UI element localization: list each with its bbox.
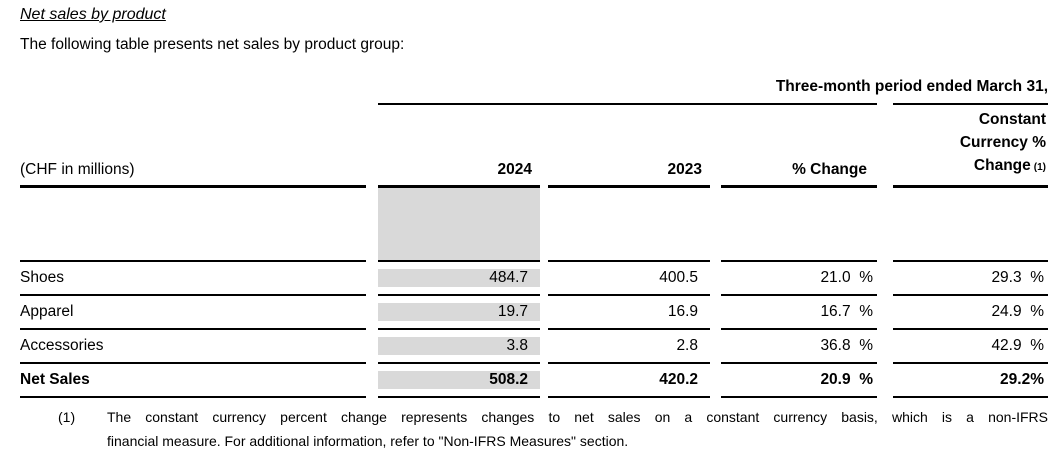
value-2024: 3.8: [378, 337, 540, 355]
footnote-1: (1) The constant currency percent change…: [58, 406, 1048, 453]
value-2023: 400.5: [659, 269, 698, 286]
value-pct-change: 16.7 %: [820, 303, 873, 320]
footnote-marker: (1): [58, 409, 76, 425]
footnote-text-line2: financial measure. For additional inform…: [107, 432, 629, 449]
col-header-pct-change: % Change: [792, 161, 867, 178]
value-2024: 19.7: [378, 303, 540, 321]
value-pct-change: 20.9 %: [820, 371, 873, 388]
table-row-apparel: Apparel 19.7 16.9 16.7 % 24.9 %: [20, 296, 1048, 328]
intro-text: The following table presents net sales b…: [20, 36, 405, 53]
table-row-accessories: Accessories 3.8 2.8 36.8 % 42.9 %: [20, 330, 1048, 362]
cc-header-line3: Change (1): [973, 157, 1046, 174]
footnote-text-line1: The constant currency percent change rep…: [107, 409, 1048, 425]
value-cc-change: 29.3 %: [991, 269, 1044, 286]
value-2023: 16.9: [667, 303, 698, 320]
row-divider: [20, 396, 1048, 398]
value-2024: 484.7: [378, 269, 540, 287]
table-row-net-sales-total: Net Sales 508.2 420.2 20.9 % 29.2%: [20, 364, 1048, 396]
value-cc-change: 29.2%: [1000, 371, 1044, 388]
spanner-rule-left-segment: [378, 103, 877, 105]
row-divider: [20, 362, 1048, 364]
cc-header-line2: Currency %: [959, 134, 1046, 151]
spanner-header-row: Three-month period ended March 31,: [20, 65, 1048, 103]
row-label: Net Sales: [20, 371, 90, 388]
section-title: Net sales by product: [20, 6, 166, 23]
shaded-2024-column-band: [378, 188, 540, 260]
row-label: Apparel: [20, 303, 74, 320]
value-cc-change: 42.9 %: [991, 337, 1044, 354]
value-cc-change: 24.9 %: [991, 303, 1044, 320]
row-divider: [20, 294, 1048, 296]
value-pct-change: 21.0 %: [820, 269, 873, 286]
spacer-row: [20, 188, 1048, 260]
value-2023: 2.8: [676, 337, 698, 354]
column-header-row: (CHF in millions) 2024 2023 % Change Con…: [20, 105, 1048, 185]
value-2023: 420.2: [659, 371, 698, 388]
table-row-shoes: Shoes 484.7 400.5 21.0 % 29.3 %: [20, 262, 1048, 294]
col-header-2023: 2023: [667, 161, 702, 178]
value-pct-change: 36.8 %: [820, 337, 873, 354]
row-label: Accessories: [20, 337, 104, 354]
net-sales-table: Three-month period ended March 31, (CHF …: [20, 65, 1048, 398]
cc-header-line1: Constant: [978, 111, 1046, 128]
header-underline-row: [20, 185, 1048, 188]
col-header-2024: 2024: [497, 161, 532, 178]
row-divider: [20, 260, 1048, 262]
row-divider: [20, 328, 1048, 330]
col-header-constant-currency: Constant Currency % Change (1): [893, 108, 1048, 185]
spanner-rule-right-segment: [893, 103, 1048, 105]
footnote-text: The constant currency percent change rep…: [107, 406, 1048, 453]
period-spanner-header: Three-month period ended March 31,: [775, 78, 1048, 95]
spanner-rule: [20, 103, 1048, 105]
row-label: Shoes: [20, 269, 64, 286]
value-2024: 508.2: [378, 371, 540, 389]
row-label-header: (CHF in millions): [20, 161, 135, 178]
footnote-ref-1: (1): [1033, 162, 1046, 173]
